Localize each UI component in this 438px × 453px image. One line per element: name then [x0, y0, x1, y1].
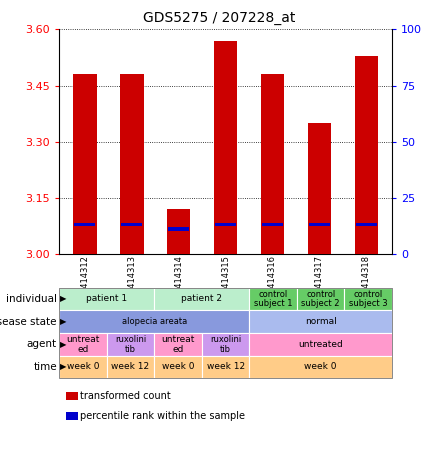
- Text: transformed count: transformed count: [80, 391, 170, 401]
- Bar: [307, 123, 331, 254]
- Text: individual: individual: [6, 294, 57, 304]
- Text: untreat
ed: untreat ed: [161, 335, 195, 354]
- Text: untreat
ed: untreat ed: [66, 335, 99, 354]
- Bar: [121, 223, 142, 226]
- Bar: [356, 223, 377, 226]
- Text: normal: normal: [305, 317, 336, 326]
- Bar: [214, 41, 237, 254]
- Bar: [120, 74, 144, 254]
- Text: time: time: [33, 362, 57, 372]
- Bar: [74, 223, 95, 226]
- Text: week 12: week 12: [206, 362, 245, 371]
- Text: week 0: week 0: [67, 362, 99, 371]
- Text: patient 1: patient 1: [86, 294, 127, 304]
- Bar: [215, 223, 236, 226]
- Text: ▶: ▶: [60, 362, 67, 371]
- Bar: [354, 56, 378, 254]
- Text: control
subject 3: control subject 3: [349, 289, 388, 308]
- Text: week 0: week 0: [304, 362, 337, 371]
- Text: ruxolini
tib: ruxolini tib: [115, 335, 146, 354]
- Text: control
subject 2: control subject 2: [301, 289, 340, 308]
- Bar: [167, 209, 191, 254]
- Text: week 12: week 12: [111, 362, 149, 371]
- Text: ruxolini
tib: ruxolini tib: [210, 335, 241, 354]
- Text: GDS5275 / 207228_at: GDS5275 / 207228_at: [143, 11, 295, 25]
- Text: patient 2: patient 2: [181, 294, 223, 304]
- Text: agent: agent: [27, 339, 57, 349]
- Text: alopecia areata: alopecia areata: [122, 317, 187, 326]
- Text: ▶: ▶: [60, 317, 67, 326]
- Text: percentile rank within the sample: percentile rank within the sample: [80, 411, 245, 421]
- Text: untreated: untreated: [298, 340, 343, 349]
- Text: disease state: disease state: [0, 317, 57, 327]
- Text: week 0: week 0: [162, 362, 194, 371]
- Text: ▶: ▶: [60, 294, 67, 304]
- Bar: [261, 74, 284, 254]
- Bar: [168, 227, 189, 231]
- Text: ▶: ▶: [60, 340, 67, 349]
- Text: control
subject 1: control subject 1: [254, 289, 293, 308]
- Bar: [73, 74, 97, 254]
- Bar: [309, 223, 330, 226]
- Bar: [262, 223, 283, 226]
